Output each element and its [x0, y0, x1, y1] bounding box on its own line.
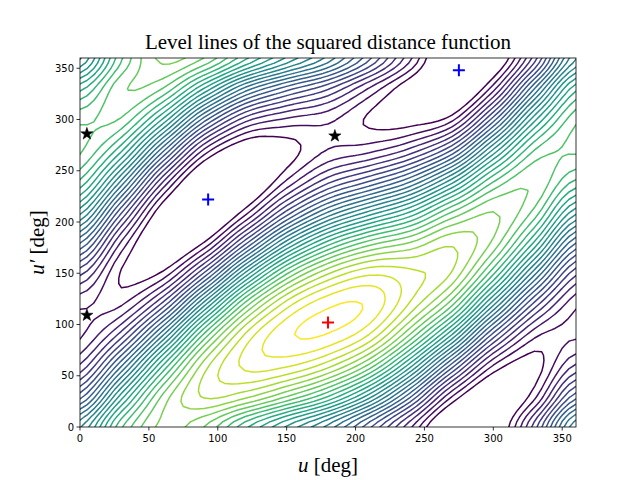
y-tick-label: 0: [68, 422, 74, 433]
contour-line: [80, 58, 576, 427]
contour-line: [80, 58, 576, 427]
x-tick: [493, 427, 494, 431]
y-tick: [77, 427, 81, 428]
contour-line: [80, 58, 576, 427]
y-tick: [77, 273, 81, 274]
y-tick-label: 250: [55, 165, 74, 176]
x-tick: [217, 427, 218, 431]
contour-line: [198, 247, 457, 399]
y-tick: [77, 170, 81, 171]
contour-line: [181, 232, 477, 409]
contour-line: [80, 58, 576, 427]
contour-line: [80, 58, 576, 427]
contour-line: [80, 58, 576, 427]
x-tick-label: 350: [553, 433, 572, 444]
y-tick: [77, 375, 81, 376]
contour-line: [262, 286, 385, 358]
label-unit: [deg]: [25, 210, 49, 260]
label-symbol: u′: [25, 259, 49, 275]
x-tick: [562, 427, 563, 431]
contour-line: [80, 58, 576, 427]
x-tick-label: 300: [484, 433, 503, 444]
x-tick-label: 50: [143, 433, 156, 444]
label-symbol: u: [298, 453, 309, 477]
y-tick-label: 350: [55, 63, 74, 74]
contour-line: [80, 58, 576, 427]
contour-line: [80, 58, 576, 427]
contour-line: [80, 58, 576, 427]
y-tick: [77, 222, 81, 223]
x-tick-label: 200: [346, 433, 365, 444]
marker-plus: [453, 64, 465, 76]
contour-line: [128, 58, 528, 427]
x-tick-label: 100: [208, 433, 227, 444]
x-tick: [355, 427, 356, 431]
contour-line: [239, 275, 401, 372]
x-tick: [424, 427, 425, 431]
y-tick: [77, 68, 81, 69]
marker-plus: [322, 316, 334, 328]
y-tick: [77, 324, 81, 325]
marker-plus: [202, 193, 214, 205]
contour-line: [80, 58, 576, 427]
frame: [80, 58, 576, 427]
x-tick-label: 150: [277, 433, 296, 444]
x-tick: [286, 427, 287, 431]
title: Level lines of the squared distance func…: [145, 30, 512, 54]
label-unit: [deg]: [308, 453, 358, 477]
y-tick-label: 100: [55, 319, 74, 330]
contour-line: [80, 58, 576, 427]
marker-star: [81, 309, 93, 321]
contour-line: [80, 58, 576, 427]
marker-star: [81, 127, 93, 139]
x-tick-label: 250: [415, 433, 434, 444]
contour-line: [80, 58, 576, 427]
contour-line: [155, 58, 499, 427]
x-tick: [148, 427, 149, 431]
contour-line: [80, 58, 576, 427]
contour-line: [295, 302, 363, 340]
y-tick: [77, 119, 81, 120]
marker-star: [329, 129, 341, 141]
y-tick-label: 50: [61, 370, 74, 381]
y-tick-label: 200: [55, 217, 74, 228]
contour-line: [80, 58, 576, 427]
contour-line: [80, 58, 576, 427]
y-tick-label: 300: [55, 114, 74, 125]
chart: 0 50 100 150 200 250 300 350 0 50 100 150 200 250 300 3…: [0, 0, 640, 480]
contour-line: [80, 58, 576, 427]
x-tick: [80, 427, 81, 431]
x-tick-label: 0: [77, 433, 83, 444]
plot-area: [80, 58, 576, 427]
y-tick-label: 150: [55, 268, 74, 279]
y-axis-label: u′ [deg]: [25, 210, 49, 275]
contour-line: [80, 58, 576, 427]
contour-line: [80, 58, 576, 427]
contour-line: [218, 266, 426, 384]
contour-line: [80, 58, 576, 427]
x-axis-label: u [deg]: [298, 453, 358, 477]
